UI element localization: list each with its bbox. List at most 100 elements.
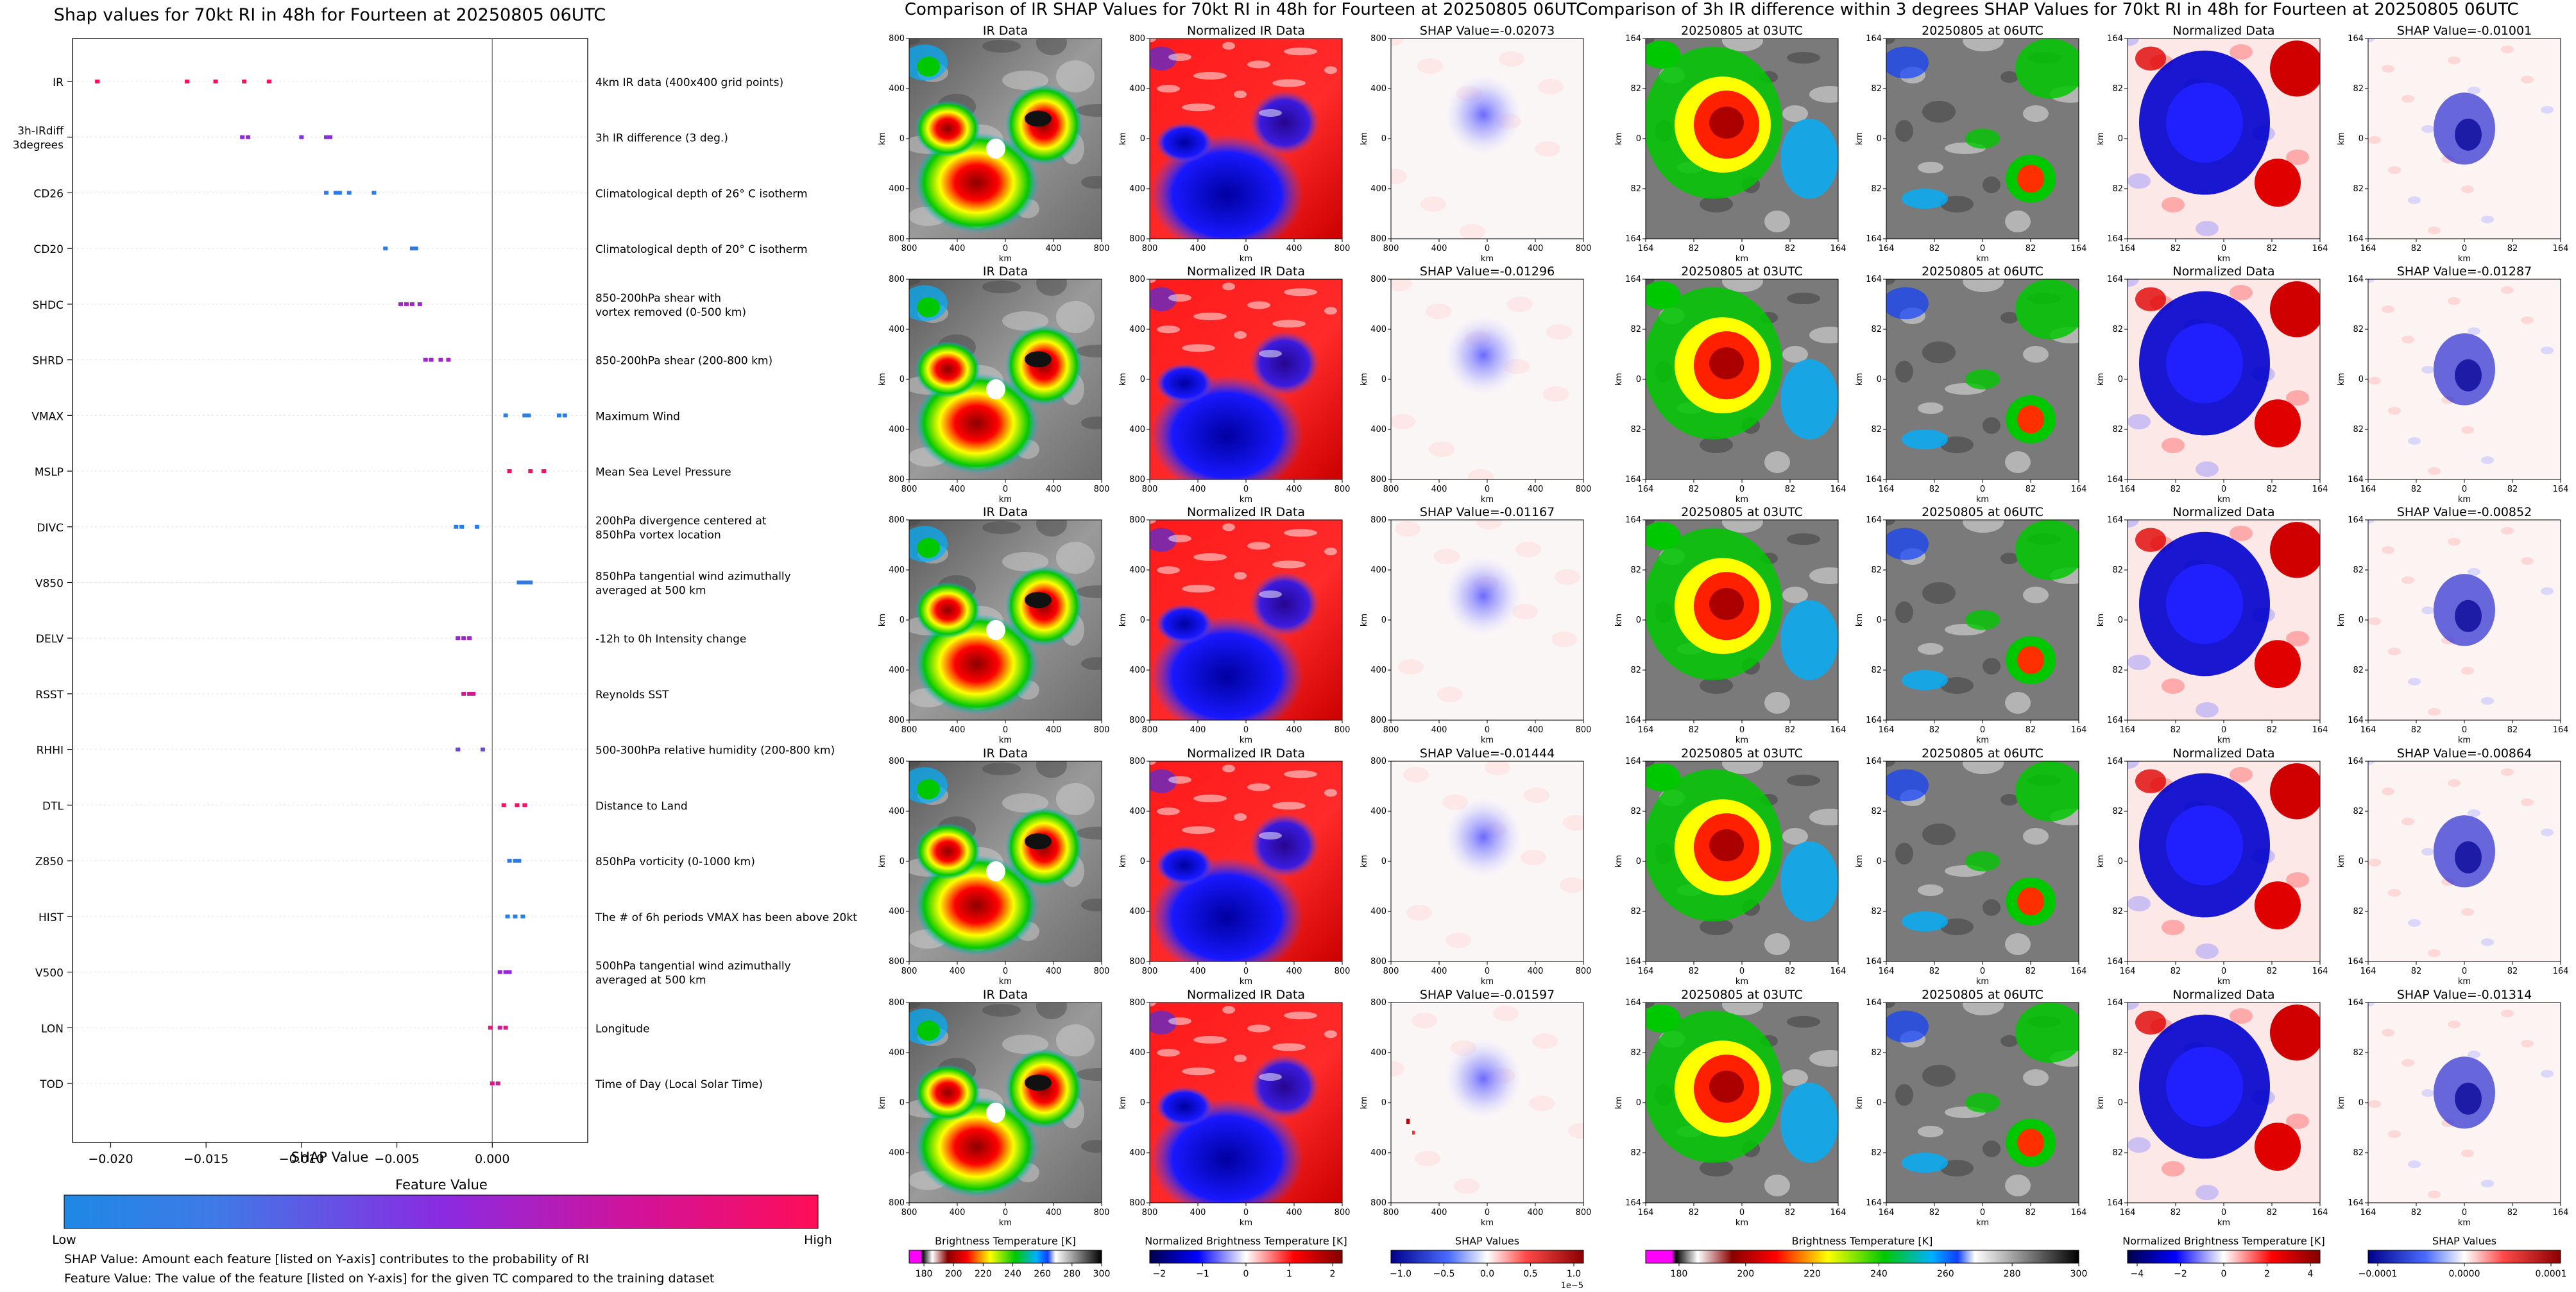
ir-ytick-label: 800: [889, 998, 905, 1008]
diff-xtick-label: 0: [1980, 244, 1985, 254]
ir-ytick-label: 400: [1129, 425, 1145, 435]
diff-ylabel: km: [2337, 1096, 2346, 1109]
diff-ytick-label: 82: [2112, 425, 2123, 435]
ir-xtick-label: 400: [950, 1208, 966, 1218]
subplot-title: IR Data: [983, 24, 1028, 38]
diff-ylabel: km: [2337, 373, 2346, 386]
subplot-title: Normalized IR Data: [1187, 505, 1305, 519]
ir-ytick-label: 800: [1370, 515, 1386, 525]
diff-xlabel: km: [2458, 736, 2471, 745]
diff-xlabel: km: [1976, 736, 1989, 745]
diff-ytick-label: 0: [1877, 857, 1882, 866]
diff-ytick-label: 82: [2353, 907, 2364, 917]
ir-frame-image: [1646, 520, 1838, 720]
ir-xlabel: km: [1240, 1218, 1252, 1228]
diff-xtick-label: 164: [2360, 725, 2376, 735]
ir-ytick-label: 400: [1370, 184, 1386, 194]
feature-description-label: 500hPa tangential wind azimuthally: [595, 960, 791, 973]
ir-shap-colorbar-tick-label: 0.5: [1523, 1269, 1537, 1279]
diff-norm-colorbar: [2127, 1250, 2321, 1264]
feature-name-label: IR: [53, 76, 64, 89]
ir-frame-image: [1886, 1003, 2079, 1203]
feature-description-label: 850hPa tangential wind azimuthally: [595, 571, 791, 583]
diff-ytick-label: 164: [2107, 998, 2123, 1008]
shap-point: [461, 691, 466, 696]
diff-xtick-label: 164: [2071, 485, 2087, 494]
ir-image: [909, 39, 1102, 239]
diff-bt-colorbar: [1645, 1250, 2079, 1264]
ir-xtick-label: 400: [1528, 967, 1544, 976]
colorbar-high-label: High: [804, 1233, 832, 1247]
ir-xtick-label: 800: [1576, 244, 1592, 254]
ir-xtick-label: 0: [1485, 244, 1490, 254]
diff-ytick-label: 0: [2358, 857, 2364, 866]
diff-ylabel: km: [2337, 132, 2346, 145]
diff-ylabel: km: [1614, 1096, 1624, 1109]
ir-ytick-label: 800: [1370, 275, 1386, 284]
ir-ylabel: km: [878, 373, 887, 386]
ir-xtick-label: 800: [901, 1208, 917, 1218]
subplot-title: IR Data: [983, 264, 1028, 279]
diff-ytick-label: 82: [1871, 184, 1882, 194]
diff-norm-colorbar-tick-label: −2: [2174, 1269, 2187, 1279]
normalized-ir-image: [1150, 520, 1342, 720]
ir-xtick-label: 800: [1142, 1208, 1158, 1218]
shap-point: [507, 469, 512, 474]
diff-ylabel: km: [2096, 855, 2106, 868]
subplot-title: SHAP Value=-0.01597: [1420, 988, 1555, 1002]
ir-ytick-label: 0: [900, 1098, 905, 1108]
shap-point: [542, 469, 547, 474]
ir-ylabel: km: [1118, 1096, 1128, 1109]
diff-xtick-label: 82: [2267, 244, 2278, 254]
diff-xtick-label: 0: [1739, 967, 1744, 976]
diff-xtick-label: 164: [1830, 485, 1847, 494]
diff-xtick-label: 164: [2120, 725, 2136, 735]
ir-ytick-label: 400: [889, 807, 905, 816]
ir-ytick-label: 800: [1129, 475, 1145, 485]
diff-xtick-label: 164: [2071, 1208, 2087, 1218]
diff-ytick-label: 164: [2107, 1198, 2123, 1208]
diff-xtick-label: 82: [2411, 485, 2422, 494]
ir-xtick-label: 0: [1243, 485, 1249, 494]
diff-xlabel: km: [1976, 495, 1989, 504]
subplot-title: SHAP Value=-0.01444: [1420, 746, 1555, 761]
diff-xtick-label: 82: [2171, 725, 2181, 735]
ir-xtick-label: 800: [1094, 967, 1110, 976]
ir-ytick-label: 800: [1129, 234, 1145, 244]
diff-xtick-label: 164: [1638, 485, 1654, 494]
diff-ylabel: km: [1614, 132, 1624, 145]
ir-ytick-label: 400: [1129, 84, 1145, 94]
feature-name-label: CD26: [33, 187, 64, 200]
diff-ylabel: km: [1855, 1096, 1864, 1109]
ir-ytick-label: 400: [889, 425, 905, 435]
shap-point: [497, 970, 502, 974]
feature-description-label: 850hPa vortex location: [595, 529, 721, 542]
ir-ytick-label: 800: [889, 1198, 905, 1208]
subplot-title: Normalized IR Data: [1187, 24, 1305, 38]
diff-shap-image: [2368, 1003, 2561, 1203]
ir-ytick-label: 800: [889, 275, 905, 284]
diff-ytick-label: 82: [2353, 807, 2364, 816]
diff-xlabel: km: [1736, 977, 1748, 986]
diff-ytick-label: 0: [1877, 616, 1882, 625]
ir-ytick-label: 0: [1381, 134, 1386, 144]
diff-xtick-label: 82: [2026, 967, 2036, 976]
diff-xlabel: km: [1736, 736, 1748, 745]
diff-ytick-label: 82: [2112, 807, 2123, 816]
ir-ytick-label: 400: [1129, 1148, 1145, 1158]
ir-xlabel: km: [1481, 1218, 1494, 1228]
ir-shap-colorbar-label: SHAP Values: [1455, 1235, 1519, 1247]
diff-ytick-label: 164: [2348, 1198, 2364, 1208]
diff-ytick-label: 0: [1636, 375, 1641, 384]
ir-ylabel: km: [1118, 132, 1128, 145]
diff-xtick-label: 0: [1739, 244, 1744, 254]
ir-xtick-label: 800: [1335, 967, 1351, 976]
normalized-ir-image: [1150, 279, 1342, 479]
diff-xtick-label: 164: [2360, 244, 2376, 254]
diff-ytick-label: 82: [2112, 184, 2123, 194]
subplot-title: Normalized IR Data: [1187, 264, 1305, 279]
diff-xtick-label: 0: [2462, 725, 2467, 735]
ir-ytick-label: 400: [1129, 565, 1145, 575]
diff-ytick-label: 82: [1871, 565, 1882, 575]
diff-xtick-label: 0: [2221, 244, 2226, 254]
